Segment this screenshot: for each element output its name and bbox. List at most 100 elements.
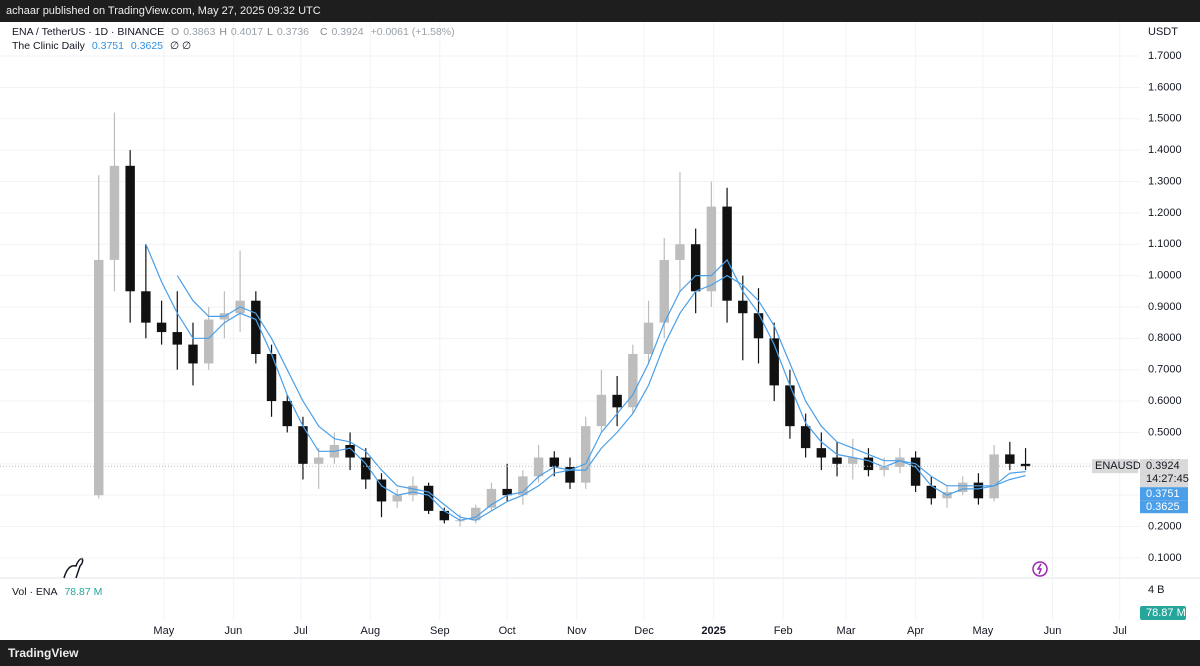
indicator-tag	[1140, 487, 1188, 501]
y-tick-label: 1.1000	[1148, 238, 1182, 250]
indicator-tag	[1140, 500, 1188, 514]
legend-ohlc: ENA / TetherUS · 1D · BINANCE O 0.3863 H 0.…	[12, 26, 459, 38]
x-tick-label: Feb	[774, 625, 793, 637]
candle-body	[141, 291, 151, 323]
x-tick-label: Jun	[225, 625, 243, 637]
lightning-icon	[1032, 561, 1048, 577]
y-tick-label: 1.2000	[1148, 207, 1182, 219]
footer-bar: TradingView	[0, 640, 1200, 666]
candle-body	[345, 444, 355, 458]
candle-body	[879, 466, 889, 471]
y-tick-label: 1.7000	[1148, 50, 1182, 62]
y-tick-label: 0.1000	[1148, 552, 1182, 564]
candle-body	[408, 485, 418, 496]
candle-body	[188, 344, 198, 364]
candle-body	[848, 457, 858, 464]
close-key: C	[319, 26, 328, 38]
candle-body	[125, 165, 135, 292]
candle-body	[266, 354, 277, 402]
candle-body	[439, 510, 450, 521]
candle-body	[989, 454, 999, 499]
y-tick-label: 1.4000	[1148, 144, 1182, 156]
candle-body	[738, 300, 748, 314]
candle-body	[251, 300, 261, 355]
candle-body	[565, 466, 575, 483]
candle-body	[109, 165, 120, 260]
candle-body	[533, 457, 544, 477]
candle-body	[94, 259, 104, 496]
candle-body	[298, 426, 308, 464]
header-text: achaar published on TradingView.com, May…	[6, 5, 321, 17]
y-tick-label: 0.5000	[1148, 426, 1182, 438]
price-tag-countdown: 14:27:45	[1146, 473, 1189, 485]
candle-body	[973, 482, 984, 499]
candle-body	[156, 322, 167, 333]
candle-body	[282, 401, 292, 427]
candle-body	[832, 457, 842, 464]
candle-body	[910, 457, 921, 486]
candle-body	[753, 313, 764, 339]
candle-body	[612, 394, 622, 408]
ohlc-key: L	[267, 26, 273, 38]
ma-line	[145, 243, 1026, 521]
indicator-tag-value: 0.3625	[1146, 501, 1180, 513]
candle-body	[785, 385, 795, 427]
volume-value: 78.87 M	[64, 586, 103, 598]
candle-body	[203, 319, 214, 364]
x-tick-label: Apr	[907, 625, 924, 637]
y-tick-label: 1.3000	[1148, 175, 1182, 187]
price-tag-value: 0.3924	[1146, 460, 1180, 472]
volume-axis-label: 4 B	[1148, 584, 1165, 596]
x-tick-label: Jul	[1113, 625, 1127, 637]
candle-body	[361, 457, 371, 480]
price-tag-symbol-label: ENAUSDT	[1095, 460, 1148, 472]
ohlc-values: O 0.3863 H 0.4017 L 0.3736	[171, 26, 313, 38]
x-tick-label: Sep	[430, 625, 450, 637]
candle-body	[926, 485, 937, 499]
candle-body	[769, 338, 779, 386]
candle-body	[1005, 454, 1015, 464]
close-value: 0.3924	[331, 26, 364, 38]
header-bar: achaar published on TradingView.com, May…	[0, 0, 1200, 22]
x-tick-label: Nov	[567, 625, 587, 637]
candle-body	[690, 244, 701, 292]
ohlc-key: H	[219, 26, 227, 38]
ohlc-value: 0.3863	[183, 26, 216, 38]
candle-body	[596, 394, 607, 427]
x-tick-label: Dec	[634, 625, 654, 637]
currency-label: USDT	[1148, 26, 1178, 38]
candle-body	[659, 259, 669, 323]
candle-body	[706, 206, 717, 292]
candle-body	[643, 322, 654, 355]
y-tick-label: 1.5000	[1148, 113, 1182, 125]
footer-text: TradingView	[8, 646, 79, 660]
x-tick-label: May	[973, 625, 994, 637]
candle-body	[863, 457, 874, 471]
indicator-value: 0.3625	[130, 40, 164, 52]
candle-body	[722, 206, 732, 301]
legend-indicator: The Clinic Daily 0.3751 0.3625 ∅ ∅	[12, 40, 195, 52]
x-tick-label: Mar	[837, 625, 856, 637]
legend-volume: Vol · ENA 78.87 M	[12, 586, 106, 598]
ma-line	[176, 274, 1026, 521]
candle-body	[423, 485, 434, 511]
y-tick-label: 1.0000	[1148, 270, 1182, 282]
price-tag	[1140, 459, 1188, 488]
x-tick-label: 2025	[701, 625, 725, 637]
candle-body	[518, 476, 528, 496]
price-tag-symbol	[1092, 459, 1138, 474]
candle-body	[580, 426, 591, 483]
change: +0.0061 (+1.58%)	[370, 26, 455, 38]
candle-body	[958, 482, 968, 493]
candle-body	[675, 244, 685, 260]
candle-body	[471, 507, 481, 521]
candle-body	[172, 332, 182, 345]
volume-label: Vol · ENA	[12, 586, 58, 598]
x-tick-label: Jun	[1044, 625, 1062, 637]
logo-icon	[63, 556, 84, 579]
x-tick-label: May	[153, 625, 174, 637]
indicator-name: The Clinic Daily	[12, 40, 85, 52]
candle-body	[313, 457, 324, 464]
